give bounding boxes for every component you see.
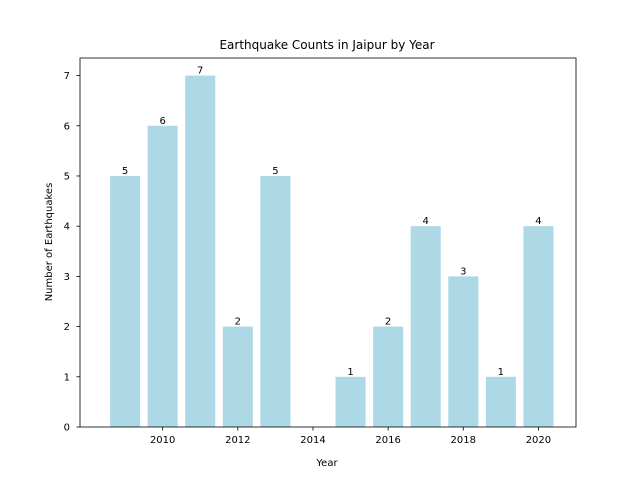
y-axis-label: Number of Earthquakes [44, 183, 55, 302]
data-label-2020: 4 [535, 216, 541, 227]
data-label-2018: 3 [460, 266, 466, 277]
data-label-2010: 6 [159, 116, 165, 127]
y-tick-label-6: 6 [64, 121, 70, 132]
plot-frame [79, 57, 577, 428]
bar-2011 [185, 75, 216, 428]
bar-2016 [373, 326, 404, 427]
y-tick-label-2: 2 [64, 322, 70, 333]
bars-group [110, 75, 554, 428]
data-label-2013: 5 [272, 166, 278, 177]
x-tick-label-2010: 2010 [150, 435, 175, 446]
data-labels-group: 5 6 7 2 5 1 2 4 3 1 4 [122, 66, 542, 378]
y-tick-label-1: 1 [64, 372, 70, 383]
y-tick-label-7: 7 [64, 71, 70, 82]
bar-2020 [523, 226, 554, 427]
data-label-2019: 1 [498, 367, 504, 378]
data-label-2017: 4 [423, 216, 429, 227]
bar-2012 [222, 326, 253, 427]
x-axis-label: Year [315, 458, 338, 469]
data-label-2012: 2 [235, 317, 241, 328]
bar-2017 [410, 226, 441, 427]
data-label-2015: 1 [347, 367, 353, 378]
bar-2013 [260, 175, 291, 427]
x-axis-ticks: 2010 2012 2014 2016 2018 2020 [150, 427, 551, 446]
x-tick-label-2020: 2020 [526, 435, 551, 446]
bar-2010 [147, 125, 178, 427]
bar-2019 [485, 376, 516, 427]
y-tick-label-5: 5 [64, 171, 70, 182]
bar-2018 [448, 276, 479, 427]
chart-title: Earthquake Counts in Jaipur by Year [219, 38, 434, 52]
y-tick-label-4: 4 [64, 222, 70, 233]
x-tick-label-2018: 2018 [451, 435, 476, 446]
data-label-2016: 2 [385, 317, 391, 328]
data-label-2011: 7 [197, 66, 203, 77]
y-tick-label-3: 3 [64, 272, 70, 283]
data-label-2009: 5 [122, 166, 128, 177]
bar-2015 [335, 376, 366, 427]
y-tick-label-0: 0 [64, 423, 70, 434]
x-tick-label-2012: 2012 [225, 435, 250, 446]
bar-2009 [110, 175, 141, 427]
x-tick-label-2014: 2014 [300, 435, 325, 446]
x-tick-label-2016: 2016 [375, 435, 400, 446]
y-axis-ticks: 0 1 2 3 4 5 6 7 [64, 71, 80, 434]
